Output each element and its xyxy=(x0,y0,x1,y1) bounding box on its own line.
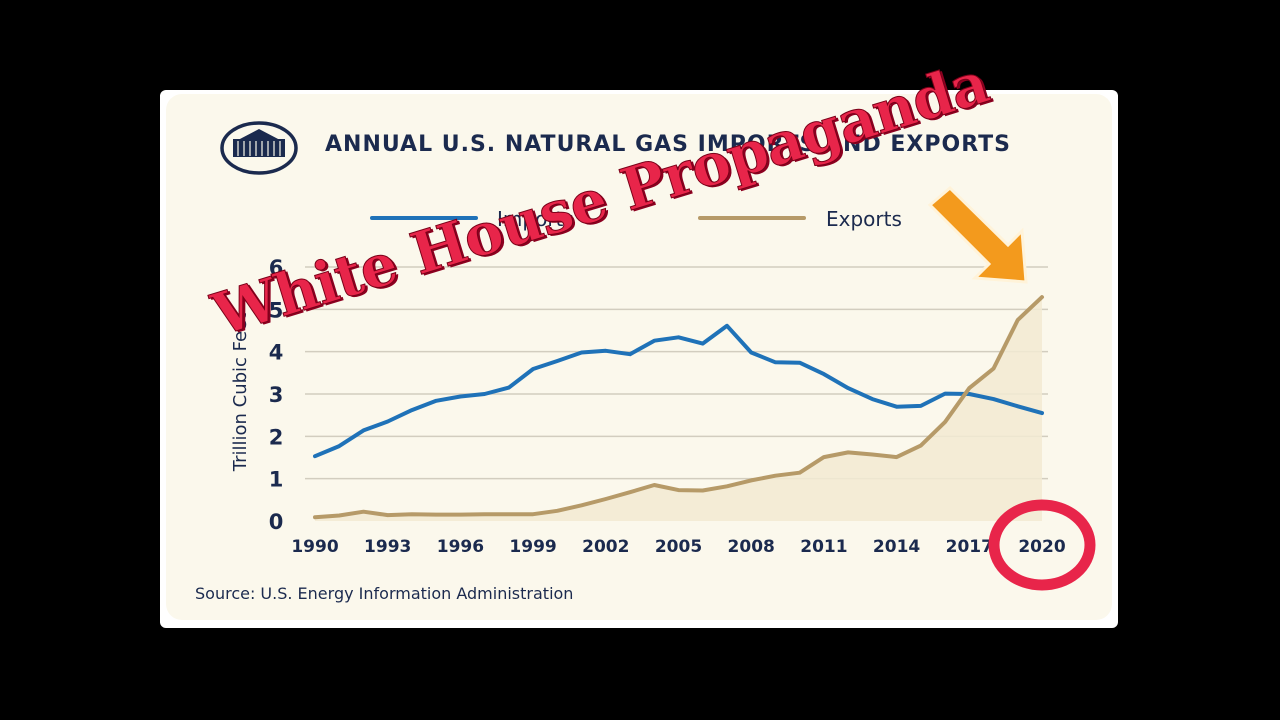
x-tick-label: 1999 xyxy=(509,537,556,557)
x-tick-label: 1996 xyxy=(437,537,484,557)
y-axis-label: Trillion Cubic Feet xyxy=(230,313,251,473)
y-tick-label: 1 xyxy=(269,468,284,492)
x-tick-label: 2014 xyxy=(873,537,920,557)
x-tick-label: 2020 xyxy=(1018,537,1065,557)
y-tick-label: 5 xyxy=(269,298,284,322)
x-tick-label: 2005 xyxy=(655,537,702,557)
legend-imports-swatch xyxy=(370,216,478,220)
y-tick-label: 2 xyxy=(269,425,284,449)
legend-exports-label: Exports xyxy=(826,207,902,231)
exports-area xyxy=(315,297,1042,521)
y-tick-label: 6 xyxy=(269,256,284,280)
source-note: Source: U.S. Energy Information Administ… xyxy=(195,584,574,603)
chart-card xyxy=(160,90,1118,628)
x-tick-label: 2008 xyxy=(728,537,775,557)
imports-line xyxy=(313,323,1044,459)
red-circle-icon xyxy=(988,499,1096,591)
x-tick-label: 2017 xyxy=(946,537,993,557)
chart-title: ANNUAL U.S. NATURAL GAS IMPORTS AND EXPO… xyxy=(325,132,1012,157)
legend-imports-label: Imports xyxy=(497,207,574,231)
y-tick-label: 4 xyxy=(269,341,284,365)
x-tick-label: 2002 xyxy=(582,537,629,557)
chart-card-inner xyxy=(166,94,1112,620)
orange-arrow-icon xyxy=(927,185,1028,284)
x-tick-label: 1993 xyxy=(364,537,411,557)
x-tick-label: 2011 xyxy=(800,537,847,557)
legend-exports-swatch xyxy=(698,216,806,220)
x-tick-label: 1990 xyxy=(291,537,338,557)
y-tick-label: 3 xyxy=(269,383,284,407)
y-tick-label: 0 xyxy=(269,510,284,534)
white-house-seal-icon xyxy=(220,121,298,175)
exports-line xyxy=(313,295,1044,520)
